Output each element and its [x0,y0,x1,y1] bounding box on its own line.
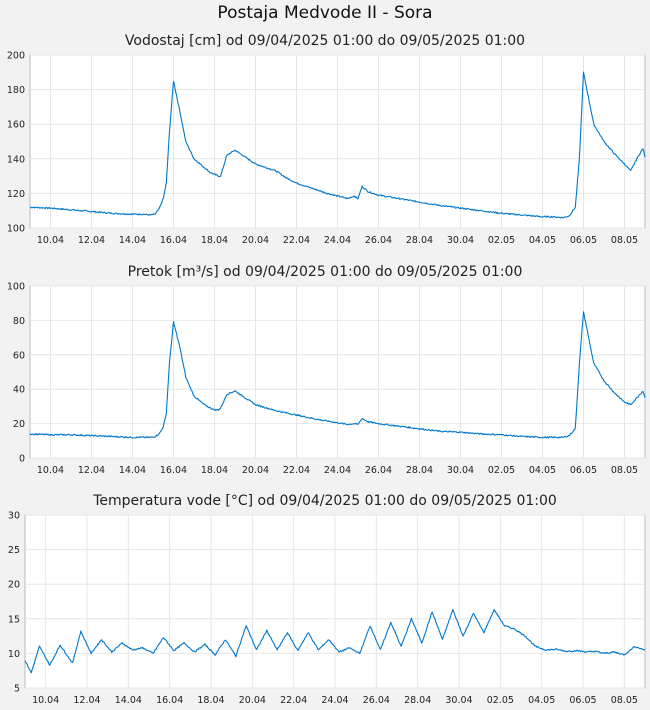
x-tick-label: 04.05 [528,695,555,706]
x-tick-label: 04.05 [529,235,556,246]
x-tick-label: 16.04 [160,465,187,476]
y-tick-label: 100 [7,282,25,293]
y-tick-label: 180 [7,85,25,96]
x-tick-label: 28.04 [406,235,433,246]
x-tick-label: 02.05 [488,465,515,476]
x-tick-label: 30.04 [445,695,472,706]
x-tick-label: 08.05 [611,465,638,476]
y-tick-label: 60 [13,350,25,361]
x-tick-label: 22.04 [280,695,307,706]
x-tick-label: 06.05 [570,465,597,476]
x-tick-label: 18.04 [201,235,228,246]
y-tick-label: 10 [8,649,20,660]
x-tick-label: 26.04 [365,465,392,476]
x-tick-label: 10.04 [32,695,59,706]
y-tick-label: 5 [14,684,20,695]
x-tick-label: 08.05 [611,235,638,246]
y-tick-label: 200 [7,51,25,62]
x-tick-label: 28.04 [404,695,431,706]
x-tick-label: 10.04 [37,465,64,476]
x-tick-label: 06.05 [569,695,596,706]
y-tick-label: 80 [13,316,25,327]
x-tick-label: 20.04 [242,235,269,246]
x-tick-label: 20.04 [242,465,269,476]
x-tick-label: 26.04 [363,695,390,706]
chart-title-2: Temperatura vode [°C] od 09/04/2025 01:0… [92,493,557,509]
x-tick-label: 24.04 [324,235,351,246]
y-tick-label: 120 [7,189,25,200]
x-tick-label: 12.04 [73,695,100,706]
x-tick-label: 10.04 [37,235,64,246]
x-tick-label: 22.04 [283,235,310,246]
x-tick-label: 12.04 [78,465,105,476]
chart-title-1: Pretok [m³/s] od 09/04/2025 01:00 do 09/… [128,264,523,280]
x-tick-label: 20.04 [239,695,266,706]
chart-title-0: Vodostaj [cm] od 09/04/2025 01:00 do 09/… [125,33,525,49]
x-tick-label: 30.04 [447,465,474,476]
x-tick-label: 22.04 [283,465,310,476]
y-tick-label: 20 [13,419,25,430]
x-tick-label: 24.04 [321,695,348,706]
x-tick-label: 14.04 [119,235,146,246]
y-tick-label: 30 [8,511,20,522]
y-tick-label: 0 [19,454,25,465]
page-title: Postaja Medvode II - Sora [217,3,433,23]
y-tick-label: 15 [8,614,20,625]
x-tick-label: 04.05 [529,465,556,476]
x-tick-label: 18.04 [197,695,224,706]
series-line-1 [29,311,646,439]
x-tick-label: 24.04 [324,465,351,476]
x-tick-label: 12.04 [78,235,105,246]
x-tick-label: 26.04 [365,235,392,246]
y-tick-label: 20 [8,580,20,591]
x-tick-label: 16.04 [160,235,187,246]
x-tick-label: 06.05 [570,235,597,246]
x-tick-label: 14.04 [115,695,142,706]
x-tick-label: 30.04 [447,235,474,246]
x-tick-label: 16.04 [156,695,183,706]
y-tick-label: 100 [7,224,25,235]
x-tick-label: 02.05 [487,695,514,706]
series-line-0 [29,71,646,219]
x-tick-label: 08.05 [611,695,638,706]
y-tick-label: 40 [13,385,25,396]
x-tick-label: 14.04 [119,465,146,476]
x-tick-label: 02.05 [488,235,515,246]
x-tick-label: 28.04 [406,465,433,476]
x-tick-label: 18.04 [201,465,228,476]
y-tick-label: 160 [7,120,25,131]
series-line-2 [24,608,646,674]
y-tick-label: 25 [8,545,20,556]
y-tick-label: 140 [7,154,25,165]
